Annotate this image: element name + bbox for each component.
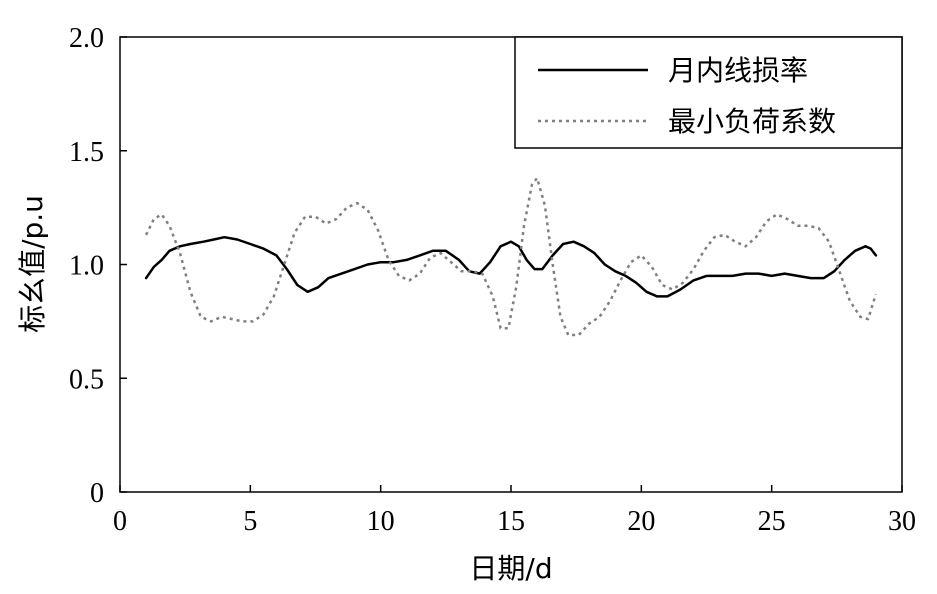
y-tick-label: 1.5 <box>69 137 104 168</box>
y-tick-label: 0 <box>90 478 104 509</box>
y-tick-label: 1.0 <box>69 251 104 282</box>
x-tick-label: 0 <box>113 506 127 537</box>
y-tick-label: 2.0 <box>69 23 104 54</box>
x-tick-label: 5 <box>243 506 257 537</box>
x-tick-label: 25 <box>758 506 786 537</box>
x-axis: 0 5 10 15 20 25 30 <box>113 485 916 537</box>
x-tick-label: 10 <box>367 506 395 537</box>
x-tick-label: 15 <box>497 506 525 537</box>
x-tick-label: 20 <box>627 506 655 537</box>
series-line-1 <box>144 235 878 298</box>
y-tick-label: 0.5 <box>69 364 104 395</box>
y-axis: 0 0.5 1.0 1.5 2.0 <box>69 23 127 509</box>
y-axis-title: 标幺值/p.u <box>16 195 49 333</box>
legend-box <box>514 36 903 149</box>
x-tick-label: 30 <box>888 506 916 537</box>
x-axis-title: 日期/d <box>469 552 552 585</box>
legend-label-series-1: 月内线损率 <box>668 54 808 87</box>
legend-label-series-2: 最小负荷系数 <box>668 105 836 138</box>
series-line-2 <box>144 176 878 337</box>
series-layer <box>144 176 878 337</box>
legend: 月内线损率 最小负荷系数 <box>514 36 903 149</box>
